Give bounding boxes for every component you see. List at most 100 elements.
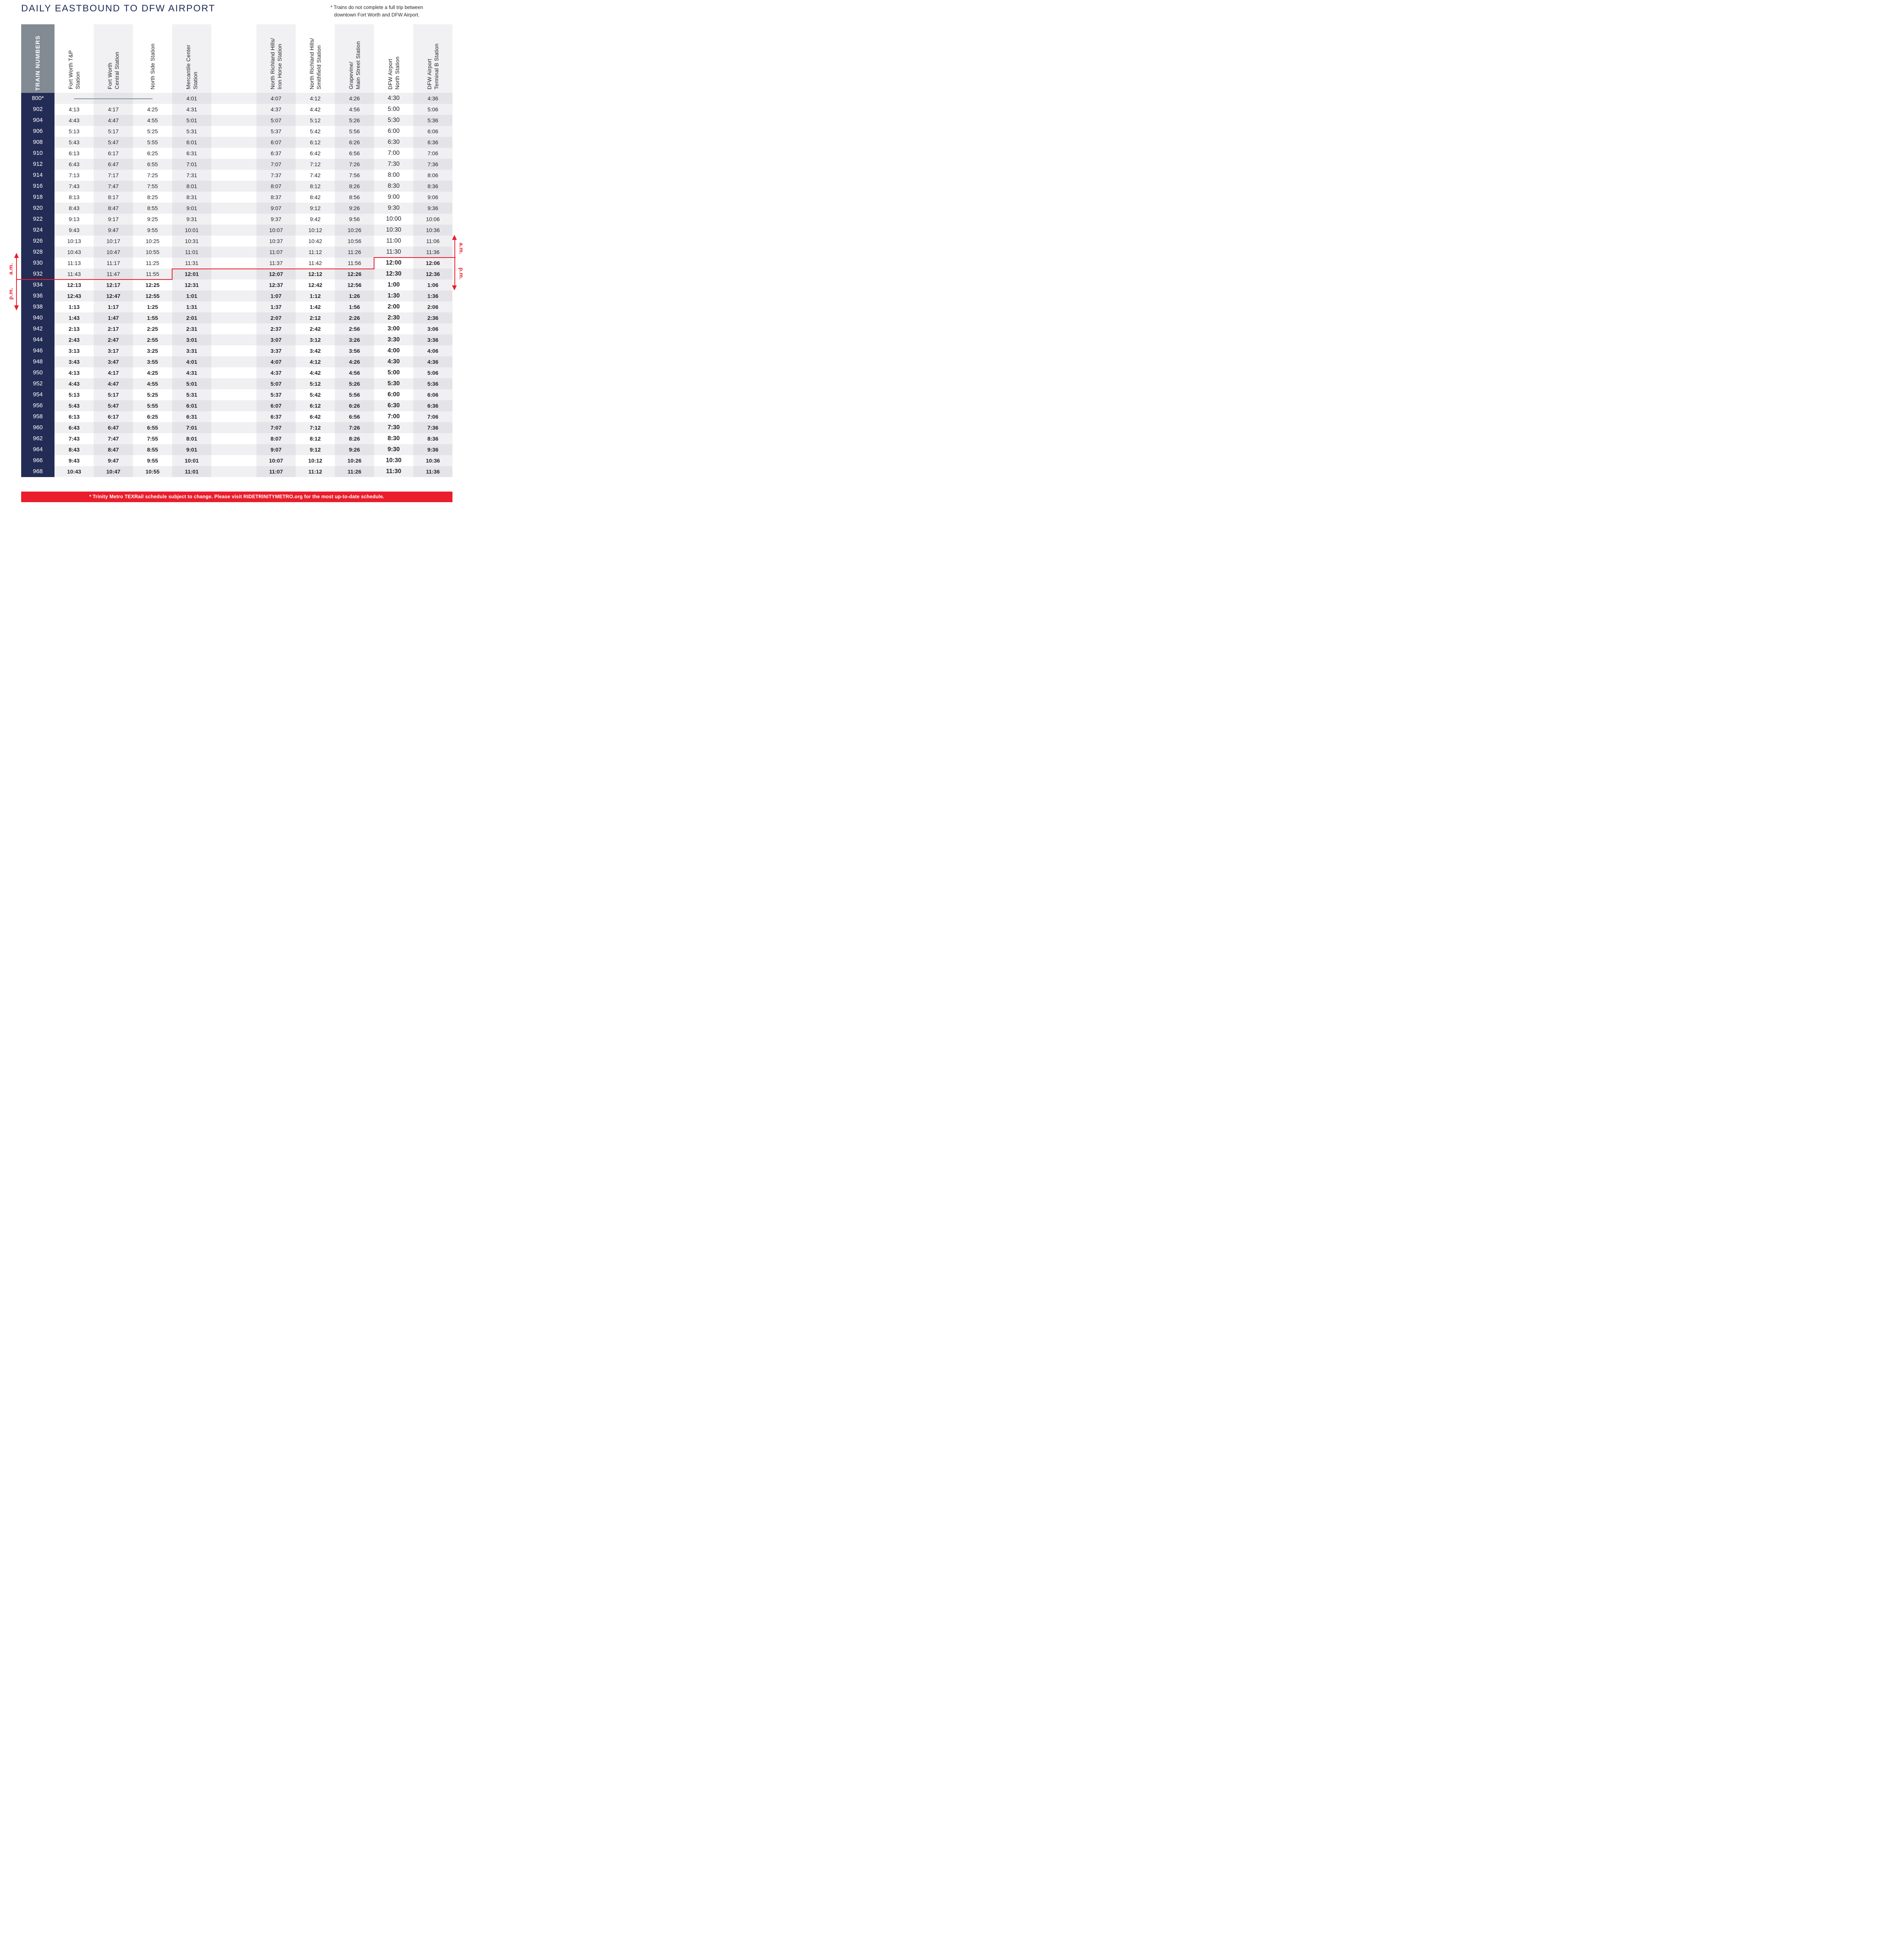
time-cell-north-side: 4:25: [133, 367, 172, 378]
time-cell-mercantile-center: 4:31: [172, 104, 211, 115]
time-cell-dfw-terminal-b: 9:06: [413, 192, 452, 203]
full-trip-note-line2: downtown Fort Worth and DFW Airport.: [334, 12, 420, 18]
time-cell-dfw-airport-north: 8:30: [374, 433, 413, 444]
table-row-train-956: 956 5:43 5:47 5:55 6:01 6:07 6:12 6:26 6:30 6:36: [21, 400, 452, 411]
time-cell-dfw-airport-north: 7:00: [374, 148, 413, 159]
time-cell-dfw-terminal-b: 8:06: [413, 170, 452, 181]
time-cell-fort-worth-central: 6:17: [94, 148, 133, 159]
am-label-left: a.m.: [7, 263, 14, 275]
time-cell-nrh-smithfield: 5:42: [296, 389, 335, 400]
time-cell-north-side: 4:55: [133, 115, 172, 126]
time-cell-grapevine-main: 7:56: [335, 170, 374, 181]
station-header-fort-worth-central: Fort Worth Central Station: [94, 24, 133, 93]
time-cell-dfw-airport-north: 7:30: [374, 159, 413, 170]
gap-cell: [211, 400, 256, 411]
time-cell-fort-worth-tp: 5:43: [54, 400, 94, 411]
time-cell-nrh-iron-horse: 5:07: [256, 378, 296, 389]
train-number-cell: 940: [21, 312, 54, 323]
table-row-train-962: 962 7:43 7:47 7:55 8:01 8:07 8:12 8:26 8:30 8:36: [21, 433, 452, 444]
gap-cell: [211, 367, 256, 378]
arrow-up-icon: [14, 253, 19, 258]
time-cell-grapevine-main: 12:56: [335, 279, 374, 290]
gap-cell: [211, 411, 256, 422]
time-cell-north-side: 8:55: [133, 444, 172, 455]
gap-cell: [211, 345, 256, 356]
time-cell-fort-worth-tp: 6:43: [54, 159, 94, 170]
time-cell-fort-worth-tp: 4:43: [54, 115, 94, 126]
table-row-train-930: 930 11:13 11:17 11:25 11:31 11:37 11:42 11:56 12…: [21, 258, 452, 269]
time-cell-nrh-smithfield: 6:12: [296, 400, 335, 411]
footer-banner: * Trinity Metro TEXRail schedule subject…: [21, 492, 452, 502]
time-cell-grapevine-main: 2:26: [335, 312, 374, 323]
time-cell-grapevine-main: 9:26: [335, 444, 374, 455]
time-cell-north-side: 3:25: [133, 345, 172, 356]
time-cell-dfw-airport-north: 4:30: [374, 356, 413, 367]
train-numbers-header: TRAIN NUMBERS: [21, 24, 54, 93]
time-cell-grapevine-main: 7:26: [335, 159, 374, 170]
header-gap: [211, 24, 256, 93]
time-cell-nrh-smithfield: 7:12: [296, 159, 335, 170]
time-cell-nrh-iron-horse: 6:37: [256, 411, 296, 422]
time-cell-mercantile-center: 4:31: [172, 367, 211, 378]
table-row-train-968: 968 10:43 10:47 10:55 11:01 11:07 11:12 11:26 11…: [21, 466, 452, 477]
time-cell-nrh-smithfield: 10:12: [296, 225, 335, 236]
time-cell-dfw-terminal-b: 12:06: [413, 258, 452, 269]
time-cell-grapevine-main: 4:26: [335, 356, 374, 367]
time-cell-fort-worth-central: 7:17: [94, 170, 133, 181]
time-cell-mercantile-center: 11:01: [172, 247, 211, 258]
time-cell-nrh-smithfield: 2:42: [296, 323, 335, 334]
time-cell-fort-worth-central: 2:47: [94, 334, 133, 345]
time-cell-mercantile-center: 7:31: [172, 170, 211, 181]
time-cell-nrh-smithfield: 11:12: [296, 466, 335, 477]
time-cell-dfw-terminal-b: 11:36: [413, 247, 452, 258]
time-cell-fort-worth-central: 5:17: [94, 389, 133, 400]
table-row-train-908: 908 5:43 5:47 5:55 6:01 6:07 6:12 6:26 6:30 6:36: [21, 137, 452, 148]
time-cell-fort-worth-central: 10:17: [94, 236, 133, 247]
time-cell-fort-worth-tp: 10:13: [54, 236, 94, 247]
gap-cell: [211, 236, 256, 247]
gap-cell: [211, 148, 256, 159]
time-cell-mercantile-center: 12:01: [172, 269, 211, 279]
gap-cell: [211, 214, 256, 225]
time-cell-mercantile-center: 4:01: [172, 93, 211, 104]
time-cell-grapevine-main: 5:26: [335, 378, 374, 389]
time-cell-fort-worth-central: 7:47: [94, 181, 133, 192]
gap-cell: [211, 378, 256, 389]
time-cell-nrh-smithfield: 8:42: [296, 192, 335, 203]
gap-cell: [211, 115, 256, 126]
time-cell-fort-worth-central: 9:47: [94, 225, 133, 236]
time-cell-dfw-terminal-b: 6:36: [413, 400, 452, 411]
table-row-train-904: 904 4:43 4:47 4:55 5:01 5:07 5:12 5:26 5:30 5:36: [21, 115, 452, 126]
time-cell-mercantile-center: 5:31: [172, 389, 211, 400]
time-cell-grapevine-main: 5:26: [335, 115, 374, 126]
time-cell-grapevine-main: 8:26: [335, 181, 374, 192]
time-cell-nrh-iron-horse: 10:07: [256, 455, 296, 466]
time-cell-nrh-smithfield: 8:12: [296, 433, 335, 444]
time-cell-nrh-iron-horse: 4:07: [256, 356, 296, 367]
time-cell-nrh-iron-horse: 7:07: [256, 159, 296, 170]
time-cell-fort-worth-tp: 5:43: [54, 137, 94, 148]
time-cell-north-side: 5:55: [133, 137, 172, 148]
time-cell-nrh-smithfield: 7:42: [296, 170, 335, 181]
table-row-train-928: 928 10:43 10:47 10:55 11:01 11:07 11:12 11:26 11…: [21, 247, 452, 258]
time-cell-fort-worth-tp: 10:43: [54, 466, 94, 477]
time-cell-fort-worth-central: 9:17: [94, 214, 133, 225]
train-number-cell: 932: [21, 269, 54, 279]
time-cell-grapevine-main: 10:26: [335, 455, 374, 466]
time-cell-nrh-iron-horse: 8:07: [256, 181, 296, 192]
time-cell-grapevine-main: 7:26: [335, 422, 374, 433]
time-cell-nrh-smithfield: 4:12: [296, 93, 335, 104]
time-cell-north-side: 5:55: [133, 400, 172, 411]
time-cell-north-side: 9:55: [133, 225, 172, 236]
time-cell-dfw-terminal-b: 6:36: [413, 137, 452, 148]
time-cell-grapevine-main: 9:26: [335, 203, 374, 214]
train-number-cell: 938: [21, 301, 54, 312]
time-cell-north-side: 2:25: [133, 323, 172, 334]
time-cell-fort-worth-central: 11:17: [94, 258, 133, 269]
train-number-cell: 958: [21, 411, 54, 422]
time-cell-fort-worth-tp: 1:13: [54, 301, 94, 312]
time-cell-nrh-iron-horse: 5:37: [256, 126, 296, 137]
table-row-train-924: 924 9:43 9:47 9:55 10:01 10:07 10:12 10:26 10:30…: [21, 225, 452, 236]
time-cell-dfw-terminal-b: 3:36: [413, 334, 452, 345]
train-number-cell: 936: [21, 290, 54, 301]
